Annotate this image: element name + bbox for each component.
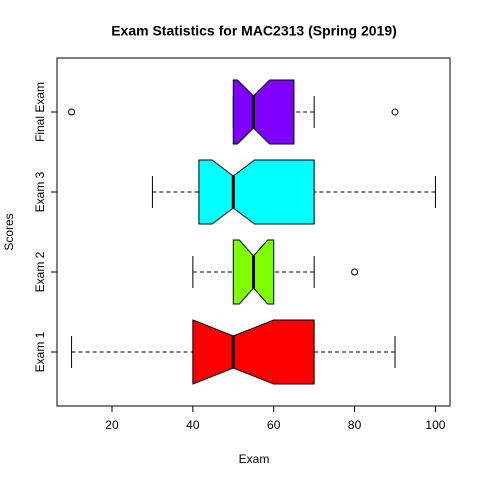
x-axis-label: Exam	[239, 452, 270, 466]
y-axis-label: Scores	[2, 213, 16, 250]
chart-title: Exam Statistics for MAC2313 (Spring 2019…	[111, 23, 397, 39]
box	[232, 79, 295, 145]
outlier	[391, 108, 399, 116]
y-tick-label: Exam 3	[33, 171, 47, 212]
x-tick-label: 20	[105, 418, 119, 432]
y-tick-label: Final Exam	[33, 82, 47, 142]
outlier	[68, 108, 76, 116]
box	[192, 319, 315, 385]
outlier	[351, 268, 359, 276]
x-tick-label: 40	[186, 418, 200, 432]
plot-frame	[56, 57, 451, 407]
y-tick-label: Exam 1	[33, 331, 47, 372]
x-tick-label: 80	[348, 418, 362, 432]
x-tick-label: 100	[425, 418, 445, 432]
x-tick-label: 60	[267, 418, 281, 432]
y-tick-label: Exam 2	[33, 251, 47, 292]
box	[198, 159, 315, 225]
